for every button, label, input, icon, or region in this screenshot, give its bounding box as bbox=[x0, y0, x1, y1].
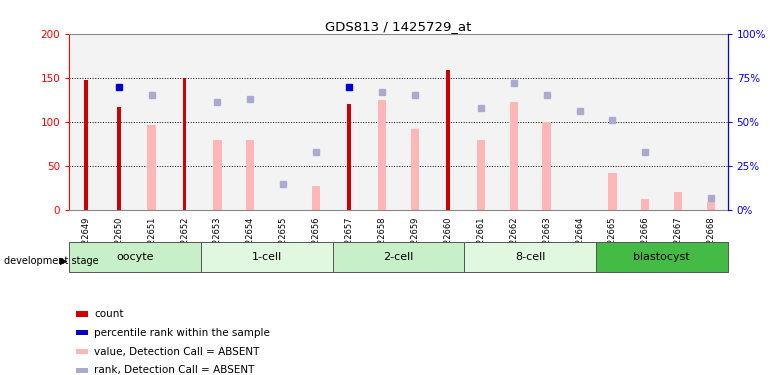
Bar bbox=[182, 78, 186, 210]
Bar bbox=[596, 242, 728, 272]
Bar bbox=[76, 349, 88, 354]
Bar bbox=[168, 34, 201, 210]
Bar bbox=[267, 34, 300, 210]
Bar bbox=[477, 140, 485, 210]
Bar bbox=[399, 34, 431, 210]
Text: oocyte: oocyte bbox=[116, 252, 154, 262]
Bar bbox=[234, 34, 267, 210]
Bar bbox=[76, 330, 88, 335]
Bar bbox=[497, 34, 531, 210]
Title: GDS813 / 1425729_at: GDS813 / 1425729_at bbox=[325, 20, 472, 33]
Bar bbox=[464, 242, 596, 272]
Bar bbox=[378, 100, 386, 210]
Text: 2-cell: 2-cell bbox=[383, 252, 413, 262]
Bar bbox=[76, 368, 88, 373]
Bar bbox=[641, 200, 649, 210]
Text: blastocyst: blastocyst bbox=[634, 252, 690, 262]
Text: 8-cell: 8-cell bbox=[515, 252, 545, 262]
Bar bbox=[84, 80, 88, 210]
Bar bbox=[201, 242, 333, 272]
Bar bbox=[366, 34, 399, 210]
Bar bbox=[629, 34, 662, 210]
Bar bbox=[300, 34, 333, 210]
Bar bbox=[446, 70, 450, 210]
Bar bbox=[596, 34, 629, 210]
Bar bbox=[695, 34, 728, 210]
Text: count: count bbox=[94, 309, 124, 319]
Text: ▶: ▶ bbox=[60, 256, 68, 266]
Bar bbox=[510, 102, 517, 210]
Bar bbox=[563, 34, 596, 210]
Bar bbox=[543, 122, 551, 210]
Bar bbox=[333, 34, 366, 210]
Text: development stage: development stage bbox=[4, 256, 99, 266]
Bar bbox=[662, 34, 695, 210]
Bar bbox=[675, 192, 682, 210]
Bar bbox=[246, 140, 254, 210]
Bar bbox=[69, 34, 102, 210]
Text: rank, Detection Call = ABSENT: rank, Detection Call = ABSENT bbox=[94, 365, 255, 375]
Bar bbox=[102, 34, 136, 210]
Bar bbox=[136, 34, 168, 210]
Text: value, Detection Call = ABSENT: value, Detection Call = ABSENT bbox=[94, 346, 259, 357]
Bar bbox=[707, 202, 715, 210]
Bar bbox=[431, 34, 464, 210]
Bar bbox=[608, 173, 617, 210]
Text: 1-cell: 1-cell bbox=[252, 252, 282, 262]
Bar bbox=[333, 242, 464, 272]
Bar bbox=[464, 34, 497, 210]
Bar bbox=[347, 104, 351, 210]
Bar bbox=[312, 186, 320, 210]
Text: percentile rank within the sample: percentile rank within the sample bbox=[94, 328, 270, 338]
Bar bbox=[69, 242, 201, 272]
Bar bbox=[76, 311, 88, 316]
Bar bbox=[201, 34, 234, 210]
Bar bbox=[213, 140, 222, 210]
Bar bbox=[148, 124, 156, 210]
Bar bbox=[117, 107, 121, 210]
Bar bbox=[411, 129, 419, 210]
Bar bbox=[531, 34, 563, 210]
